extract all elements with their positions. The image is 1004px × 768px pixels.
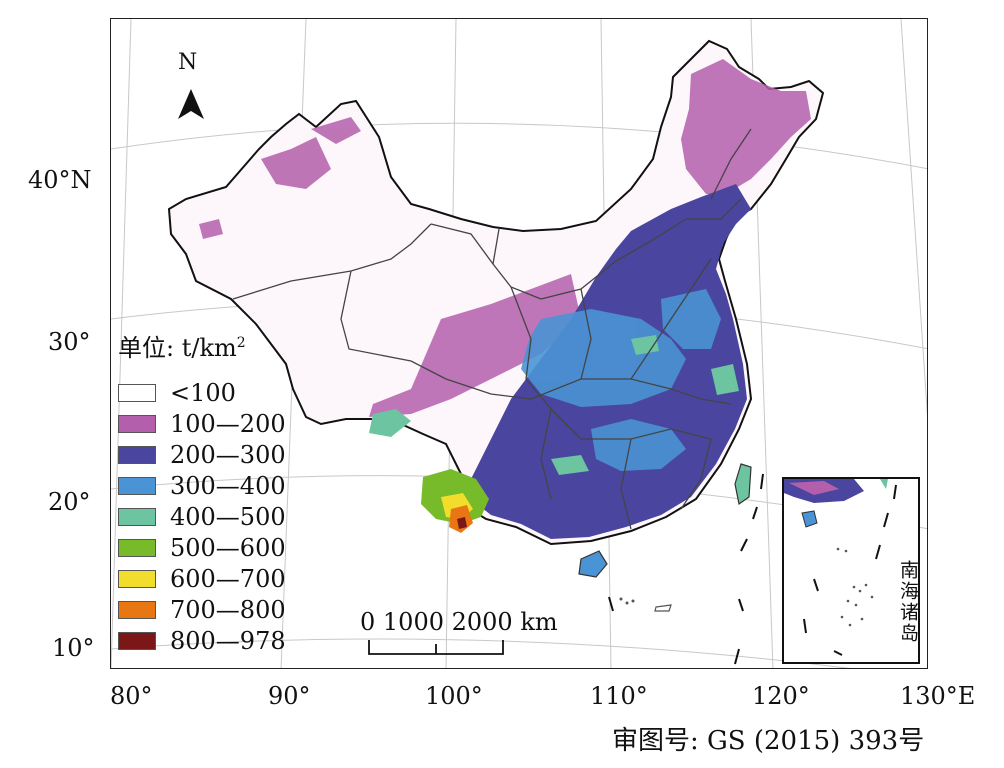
- legend-swatch: [118, 477, 156, 495]
- legend-item: <100: [118, 379, 236, 407]
- legend-item: 600—700: [118, 565, 286, 593]
- scale-bar: [368, 640, 504, 655]
- scale-bar-labels: 0 1000 2000 km: [360, 608, 558, 636]
- legend-item: 200—300: [118, 441, 286, 469]
- hainan-island: [578, 550, 608, 578]
- map-approval-number: 审图号: GS (2015) 393号: [612, 726, 925, 756]
- legend-label: 600—700: [170, 565, 286, 593]
- legend-swatch: [118, 415, 156, 433]
- legend-item: 500—600: [118, 534, 286, 562]
- legend-item: 800—978: [118, 627, 286, 655]
- zone-100-200: [199, 59, 811, 417]
- north-label: N: [178, 50, 198, 75]
- inset-map: [784, 479, 897, 656]
- longitude-label: 90°: [268, 682, 311, 710]
- legend-label: 800—978: [170, 627, 286, 655]
- legend-swatch: [118, 384, 156, 402]
- longitude-label: 80°: [110, 682, 153, 710]
- longitude-label: 100°: [425, 682, 483, 710]
- legend-item: 100—200: [118, 410, 286, 438]
- legend-title-superscript: 2: [236, 335, 246, 351]
- longitude-label: 120°: [752, 682, 810, 710]
- province-boundaries: [232, 128, 752, 530]
- legend-label: 200—300: [170, 441, 286, 469]
- legend-label: 500—600: [170, 534, 286, 562]
- latitude-label: 30°: [48, 328, 91, 356]
- legend-swatch: [118, 508, 156, 526]
- legend-label: 300—400: [170, 472, 286, 500]
- legend-item: 700—800: [118, 596, 286, 624]
- longitude-label: 110°: [590, 682, 648, 710]
- zone-800-978: [457, 517, 467, 529]
- north-arrow-icon: [178, 89, 204, 119]
- legend-item: 400—500: [118, 503, 286, 531]
- inset-label: 南海诸岛: [897, 560, 919, 644]
- legend-label: 100—200: [170, 410, 286, 438]
- latitude-label: 20°: [48, 488, 91, 516]
- legend-swatch: [118, 570, 156, 588]
- legend-title-text: 单位: t/km: [118, 334, 237, 362]
- legend-swatch: [118, 632, 156, 650]
- latitude-label: 40°N: [28, 166, 92, 194]
- south-sea-islands: [619, 597, 672, 612]
- legend-label: 400—500: [170, 503, 286, 531]
- legend-swatch: [118, 539, 156, 557]
- longitude-label: 130°E: [900, 682, 976, 710]
- legend-label: <100: [170, 379, 236, 407]
- legend-item: 300—400: [118, 472, 286, 500]
- taiwan-island: [734, 463, 752, 506]
- legend-label: 700—800: [170, 596, 286, 624]
- legend-swatch: [118, 446, 156, 464]
- map-frame: [110, 18, 928, 669]
- latitude-label: 10°: [52, 634, 95, 662]
- south-china-sea-inset: [782, 477, 920, 664]
- legend-swatch: [118, 601, 156, 619]
- legend-title: 单位: t/km2: [118, 328, 246, 363]
- maritime-dashed-line: [608, 473, 764, 665]
- zone-400-500: [369, 335, 739, 475]
- china-map: [111, 19, 927, 668]
